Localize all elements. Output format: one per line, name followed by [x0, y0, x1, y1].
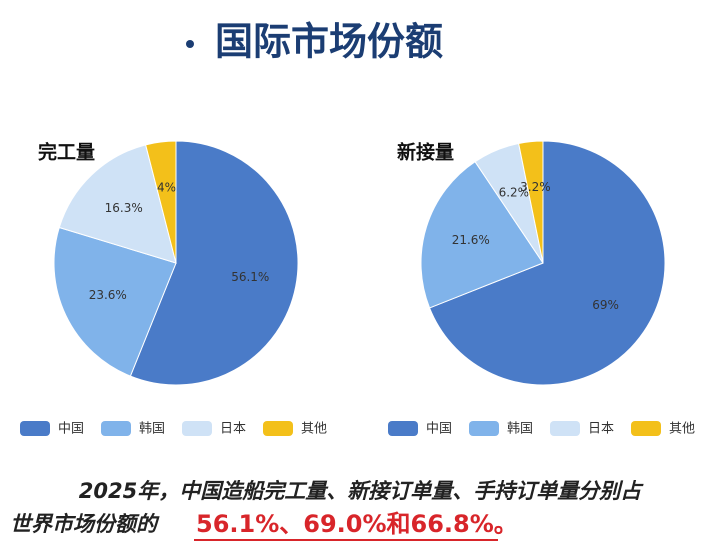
- data-label: 21.6%: [452, 233, 490, 247]
- pie-slice: [145, 140, 177, 264]
- data-label: 16.3%: [105, 201, 143, 215]
- chart-title: 新接量: [397, 141, 454, 164]
- legend-label: 日本: [220, 422, 246, 437]
- legend-swatch: [631, 421, 661, 436]
- pie-slice: [518, 140, 544, 264]
- data-label: 23.6%: [89, 288, 127, 302]
- page-title: 国际市场份额: [215, 20, 443, 64]
- caption-highlight: 56.1%、69.0%和66.8%。: [196, 510, 518, 538]
- data-label: 69%: [592, 298, 619, 312]
- bullet: [186, 40, 194, 48]
- legend-swatch: [388, 421, 418, 436]
- legend-label: 中国: [58, 422, 84, 437]
- data-label: 4%: [157, 180, 176, 194]
- pie-slice: [129, 140, 299, 386]
- data-label: 56.1%: [231, 270, 269, 284]
- legend-swatch: [550, 421, 580, 436]
- data-label: 6.2%: [499, 186, 530, 200]
- data-label: 3.2%: [520, 180, 551, 194]
- legend-label: 韩国: [507, 422, 533, 437]
- caption-line: 世界市场份额的: [10, 512, 160, 536]
- legend-swatch: [263, 421, 293, 436]
- legend-swatch: [469, 421, 499, 436]
- pie-slice: [53, 226, 177, 377]
- legend-swatch: [20, 421, 50, 436]
- legend-label: 其他: [301, 422, 327, 437]
- pie-slice: [428, 140, 666, 386]
- pie-slice: [58, 144, 177, 264]
- legend-swatch: [182, 421, 212, 436]
- legend-label: 中国: [426, 422, 452, 437]
- legend-swatch: [101, 421, 131, 436]
- chart-title: 完工量: [38, 141, 95, 164]
- legend-label: 日本: [588, 422, 614, 437]
- legend-label: 韩国: [139, 422, 165, 437]
- caption-line: 2025年，中国造船完工量、新接订单量、手持订单量分别占: [79, 479, 644, 503]
- pie-slice: [420, 160, 544, 309]
- legend-label: 其他: [669, 422, 695, 437]
